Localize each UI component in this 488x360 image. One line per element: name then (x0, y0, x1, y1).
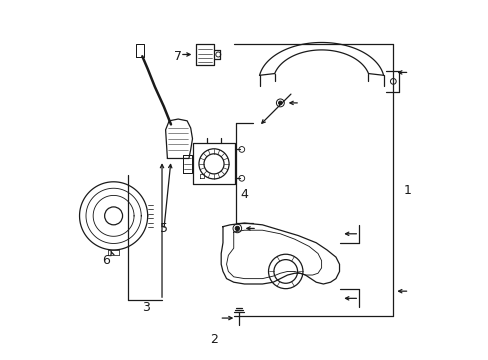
Text: 7: 7 (174, 50, 182, 63)
Text: 1: 1 (403, 184, 411, 197)
Text: 3: 3 (142, 301, 149, 314)
Text: 4: 4 (240, 188, 248, 201)
Circle shape (235, 226, 239, 230)
Text: 6: 6 (102, 254, 110, 267)
Text: 2: 2 (210, 333, 218, 346)
Circle shape (278, 101, 282, 105)
Text: 5: 5 (160, 222, 167, 235)
